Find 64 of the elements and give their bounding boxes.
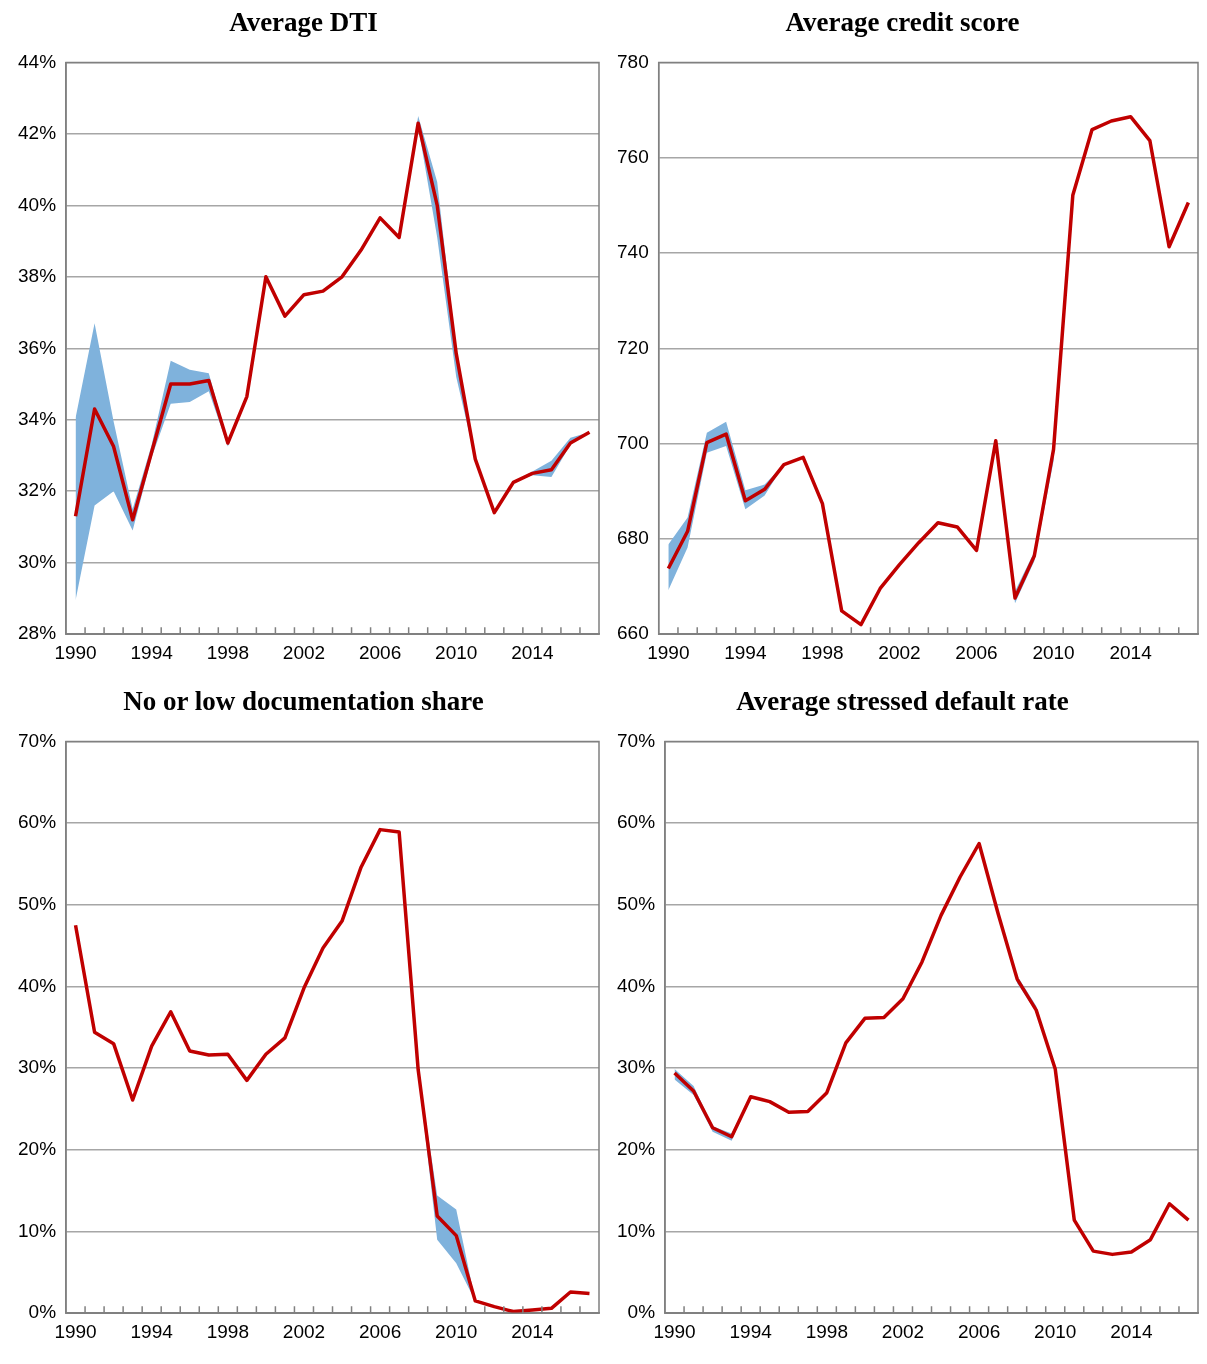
y-tick-label: 70%: [617, 729, 656, 751]
chart-title: Average credit score: [785, 7, 1020, 38]
y-tick-label: 10%: [18, 1219, 57, 1241]
y-tick-label: 20%: [18, 1138, 57, 1160]
x-tick-label: 2002: [282, 1320, 326, 1342]
x-tick-label: 2002: [881, 1320, 925, 1342]
y-tick-label: 44%: [18, 50, 57, 72]
x-tick-label: 1990: [653, 1320, 696, 1342]
y-tick-label: 60%: [18, 811, 57, 833]
x-tick-label: 2006: [957, 1320, 1001, 1342]
x-tick-label: 1994: [724, 641, 767, 663]
y-tick-label: 30%: [18, 550, 57, 572]
chart-title: Average stressed default rate: [736, 686, 1069, 717]
x-tick-label: 2014: [1109, 641, 1153, 663]
x-tick-label: 1998: [206, 641, 249, 663]
y-tick-label: 40%: [617, 974, 656, 996]
x-tick-label: 2006: [955, 641, 998, 663]
x-tick-label: 2014: [511, 641, 554, 663]
x-tick-label: 2014: [511, 1320, 554, 1342]
x-tick-label: 2014: [1110, 1320, 1153, 1342]
x-tick-label: 2010: [1032, 641, 1075, 663]
y-tick-label: 0%: [627, 1301, 656, 1323]
x-tick-label: 1994: [130, 641, 174, 663]
y-tick-label: 42%: [18, 122, 57, 144]
y-tick-label: 700: [617, 431, 649, 453]
x-tick-label: 2010: [435, 1320, 478, 1342]
y-tick-label: 30%: [617, 1056, 656, 1078]
y-tick-label: 40%: [18, 193, 57, 215]
x-tick-label: 1998: [206, 1320, 249, 1342]
chart-title: Average DTI: [229, 7, 378, 38]
chart-title: No or low documentation share: [123, 686, 484, 717]
y-tick-label: 720: [617, 336, 649, 358]
y-tick-label: 40%: [18, 974, 57, 996]
y-tick-label: 32%: [18, 479, 57, 501]
x-tick-label: 1998: [805, 1320, 848, 1342]
y-tick-label: 36%: [18, 336, 57, 358]
y-tick-label: 60%: [617, 811, 656, 833]
y-tick-label: 740: [617, 241, 649, 263]
x-tick-label: 1990: [54, 641, 97, 663]
x-tick-label: 2002: [282, 641, 326, 663]
y-tick-label: 28%: [18, 622, 57, 644]
y-tick-label: 30%: [18, 1056, 57, 1078]
x-tick-label: 2010: [1034, 1320, 1077, 1342]
y-tick-label: 0%: [28, 1301, 57, 1323]
x-tick-label: 1994: [130, 1320, 174, 1342]
y-tick-label: 50%: [18, 893, 57, 915]
x-tick-label: 1990: [54, 1320, 97, 1342]
x-tick-label: 1990: [647, 641, 690, 663]
y-tick-label: 780: [617, 50, 649, 72]
x-tick-label: 1998: [801, 641, 844, 663]
x-tick-label: 2002: [878, 641, 921, 663]
y-tick-label: 50%: [617, 893, 656, 915]
x-tick-label: 2006: [358, 641, 402, 663]
x-tick-label: 2010: [435, 641, 478, 663]
y-tick-label: 760: [617, 145, 649, 167]
y-tick-label: 660: [617, 622, 649, 644]
y-tick-label: 680: [617, 527, 649, 549]
y-tick-label: 10%: [617, 1219, 656, 1241]
y-tick-label: 38%: [18, 265, 57, 287]
y-tick-label: 70%: [18, 729, 57, 751]
y-tick-label: 34%: [18, 408, 57, 430]
x-tick-label: 2006: [358, 1320, 402, 1342]
y-tick-label: 20%: [617, 1138, 656, 1160]
x-tick-label: 1994: [729, 1320, 773, 1342]
